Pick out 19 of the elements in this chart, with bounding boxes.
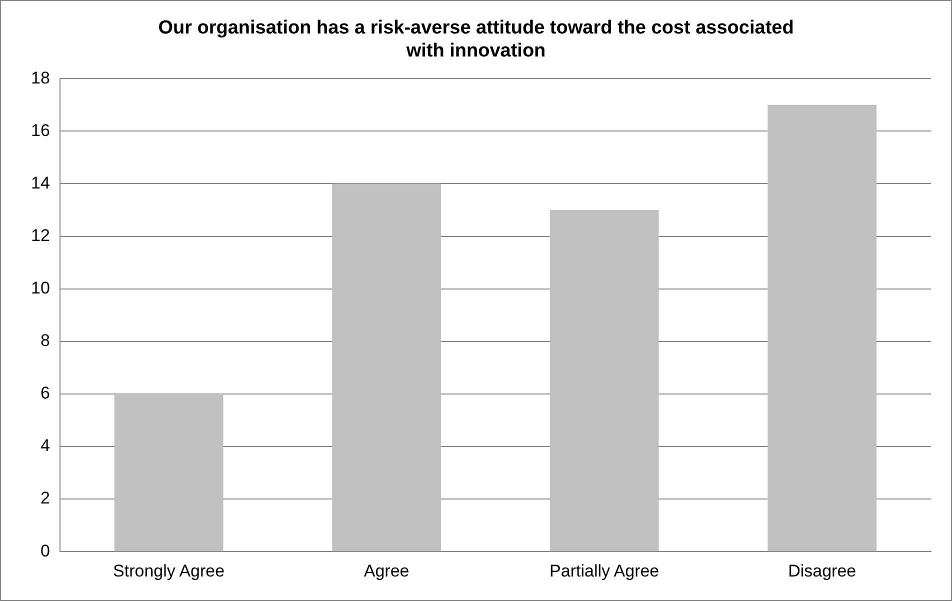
y-tick-label: 14 xyxy=(30,173,50,192)
y-tick-label: 18 xyxy=(30,68,50,88)
y-tick-label: 8 xyxy=(40,331,50,350)
y-tick-label: 12 xyxy=(30,226,50,245)
bar xyxy=(114,394,224,552)
x-tick-label: Agree xyxy=(364,561,410,580)
y-tick-label: 6 xyxy=(40,384,50,403)
y-tick-label: 10 xyxy=(30,278,50,298)
y-tick-label: 4 xyxy=(40,436,50,456)
y-tick-label: 2 xyxy=(40,488,50,508)
bar xyxy=(550,210,659,552)
x-tick-label: Partially Agree xyxy=(550,561,660,580)
bar xyxy=(768,104,877,552)
y-tick-label: 16 xyxy=(30,120,50,140)
chart-title: Our organisation has a risk-averse attitude toward the cost associated with innovation xyxy=(158,18,794,62)
bar xyxy=(332,184,442,552)
x-tick-label: Strongly Agree xyxy=(113,561,225,580)
y-tick-label: 0 xyxy=(40,541,50,560)
x-tick-label: Disagree xyxy=(788,561,856,580)
